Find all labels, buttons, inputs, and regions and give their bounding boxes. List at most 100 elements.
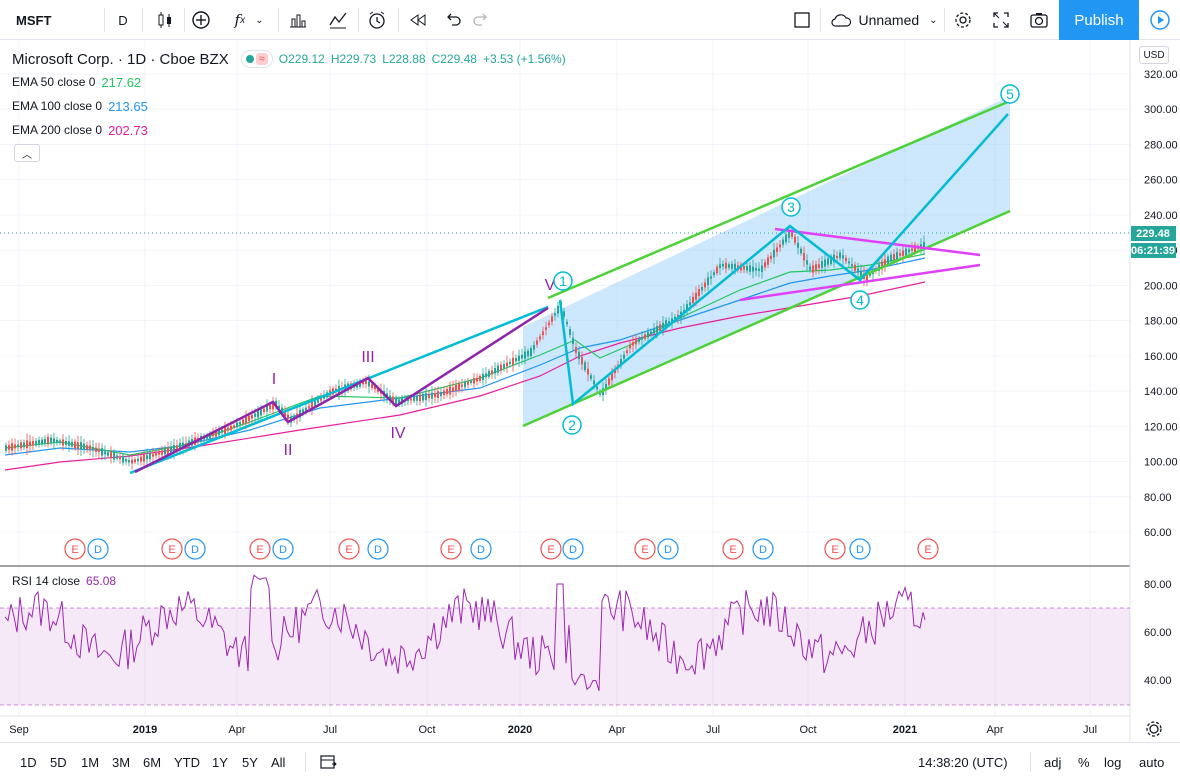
triangle-upper-line (774, 227, 981, 257)
earnings-marker[interactable]: E (540, 538, 562, 560)
earnings-marker[interactable]: E (634, 538, 656, 560)
goto-date-icon[interactable] (318, 743, 338, 781)
play-circle-icon[interactable] (1140, 0, 1180, 40)
financials-icon[interactable] (283, 0, 313, 40)
earnings-marker[interactable]: E (917, 538, 939, 560)
candle-body (32, 440, 34, 446)
compare-icon[interactable] (323, 0, 353, 40)
ema200-label[interactable]: EMA 200 close 0 (12, 123, 103, 137)
settings-gear-icon[interactable] (948, 0, 978, 40)
price-tick-label: 140.00 (1144, 386, 1178, 398)
dividend-marker[interactable]: D (272, 538, 294, 560)
dividend-marker[interactable]: D (752, 538, 774, 560)
add-indicator-icon[interactable] (186, 0, 216, 40)
candle-body (284, 410, 286, 417)
dividend-marker[interactable]: D (657, 538, 679, 560)
chart-settings-gear-icon[interactable] (1146, 721, 1162, 737)
dividend-marker[interactable]: D (184, 538, 206, 560)
candles-icon[interactable] (150, 0, 180, 40)
range-6m[interactable]: 6M (143, 754, 162, 770)
earnings-marker[interactable]: E (338, 538, 360, 560)
camera-snapshot-icon[interactable] (1024, 0, 1054, 40)
ema100-label[interactable]: EMA 100 close 0 (12, 99, 103, 113)
candle-body (236, 422, 238, 428)
publish-button[interactable]: Publish (1059, 0, 1139, 40)
earnings-marker[interactable]: E (722, 538, 744, 560)
range-5y[interactable]: 5Y (242, 754, 258, 770)
candle-body (728, 264, 730, 268)
redo-icon[interactable] (466, 0, 496, 40)
adj-toggle[interactable]: adj (1044, 754, 1062, 770)
range-1y[interactable]: 1Y (212, 754, 228, 770)
replay-icon[interactable] (403, 0, 433, 40)
indicators-fx-icon[interactable]: f x ⌄ (234, 11, 264, 29)
undo-icon[interactable] (438, 0, 468, 40)
candle-body (38, 439, 40, 445)
candle-body (548, 322, 550, 326)
range-all[interactable]: All (271, 754, 286, 770)
candle-body (467, 381, 469, 385)
dividend-marker[interactable]: D (849, 538, 871, 560)
currency-label[interactable]: USD (1139, 46, 1169, 64)
range-5d[interactable]: 5D (50, 754, 67, 770)
legend-dot-toggle[interactable]: ≈ (240, 50, 273, 68)
candle-body (44, 439, 46, 444)
svg-text:E: E (924, 544, 931, 556)
upper-channel-line-green (547, 99, 1011, 300)
select-layout-checkbox[interactable] (788, 0, 816, 40)
earnings-marker[interactable]: E (824, 538, 846, 560)
candle-body (410, 398, 412, 401)
candle-body (251, 415, 253, 419)
candle-body (14, 444, 16, 449)
candle-body (494, 367, 496, 374)
candle-body (479, 375, 481, 381)
dividend-marker[interactable]: D (87, 538, 109, 560)
candle-body (539, 336, 541, 340)
rsi-label[interactable]: RSI 14 close (12, 574, 81, 588)
candle-body (143, 454, 145, 462)
earnings-marker[interactable]: E (161, 538, 183, 560)
candle-body (641, 337, 643, 340)
ema50-label[interactable]: EMA 50 close 0 (12, 75, 96, 89)
candle-body (797, 242, 799, 248)
candle-body (911, 248, 913, 251)
range-1d[interactable]: 1D (20, 754, 37, 770)
range-3m[interactable]: 3M (112, 754, 131, 770)
dividend-marker[interactable]: D (470, 538, 492, 560)
percent-toggle[interactable]: % (1078, 754, 1090, 770)
candle-body (17, 444, 19, 448)
range-ytd[interactable]: YTD (174, 754, 200, 770)
range-1m[interactable]: 1M (81, 754, 100, 770)
candle-body (230, 425, 232, 431)
time-tick-label: Oct (799, 724, 816, 736)
earnings-marker[interactable]: E (249, 538, 271, 560)
candle-body (731, 263, 733, 269)
utc-clock[interactable]: 14:38:20 (UTC) (918, 754, 1008, 770)
layout-menu-button[interactable]: Unnamed ⌄ (826, 0, 942, 40)
earnings-marker[interactable]: E (64, 538, 86, 560)
time-tick-label: 2021 (893, 724, 917, 736)
candle-body (164, 449, 166, 455)
candle-body (464, 381, 466, 388)
candle-body (551, 316, 553, 322)
log-toggle[interactable]: log (1104, 754, 1122, 770)
candle-body (434, 392, 436, 398)
candle-body (488, 370, 490, 377)
candle-body (509, 361, 511, 364)
countdown-value: 06:21:39 (1131, 245, 1175, 257)
earnings-marker[interactable]: E (440, 538, 462, 560)
auto-toggle[interactable]: auto (1139, 754, 1165, 770)
candle-body (893, 254, 895, 260)
collapse-legend-button[interactable]: ︿ (14, 144, 40, 162)
fullscreen-icon[interactable] (986, 0, 1016, 40)
interval-button[interactable]: D (118, 12, 128, 28)
dividend-marker[interactable]: D (367, 538, 389, 560)
candle-body (146, 455, 148, 460)
candle-body (248, 415, 250, 422)
candle-body (713, 272, 715, 276)
dividend-marker[interactable]: D (562, 538, 584, 560)
symbol-search-button[interactable]: MSFT (16, 12, 52, 28)
rsi-band (0, 608, 1130, 705)
alert-clock-icon[interactable] (362, 0, 392, 40)
